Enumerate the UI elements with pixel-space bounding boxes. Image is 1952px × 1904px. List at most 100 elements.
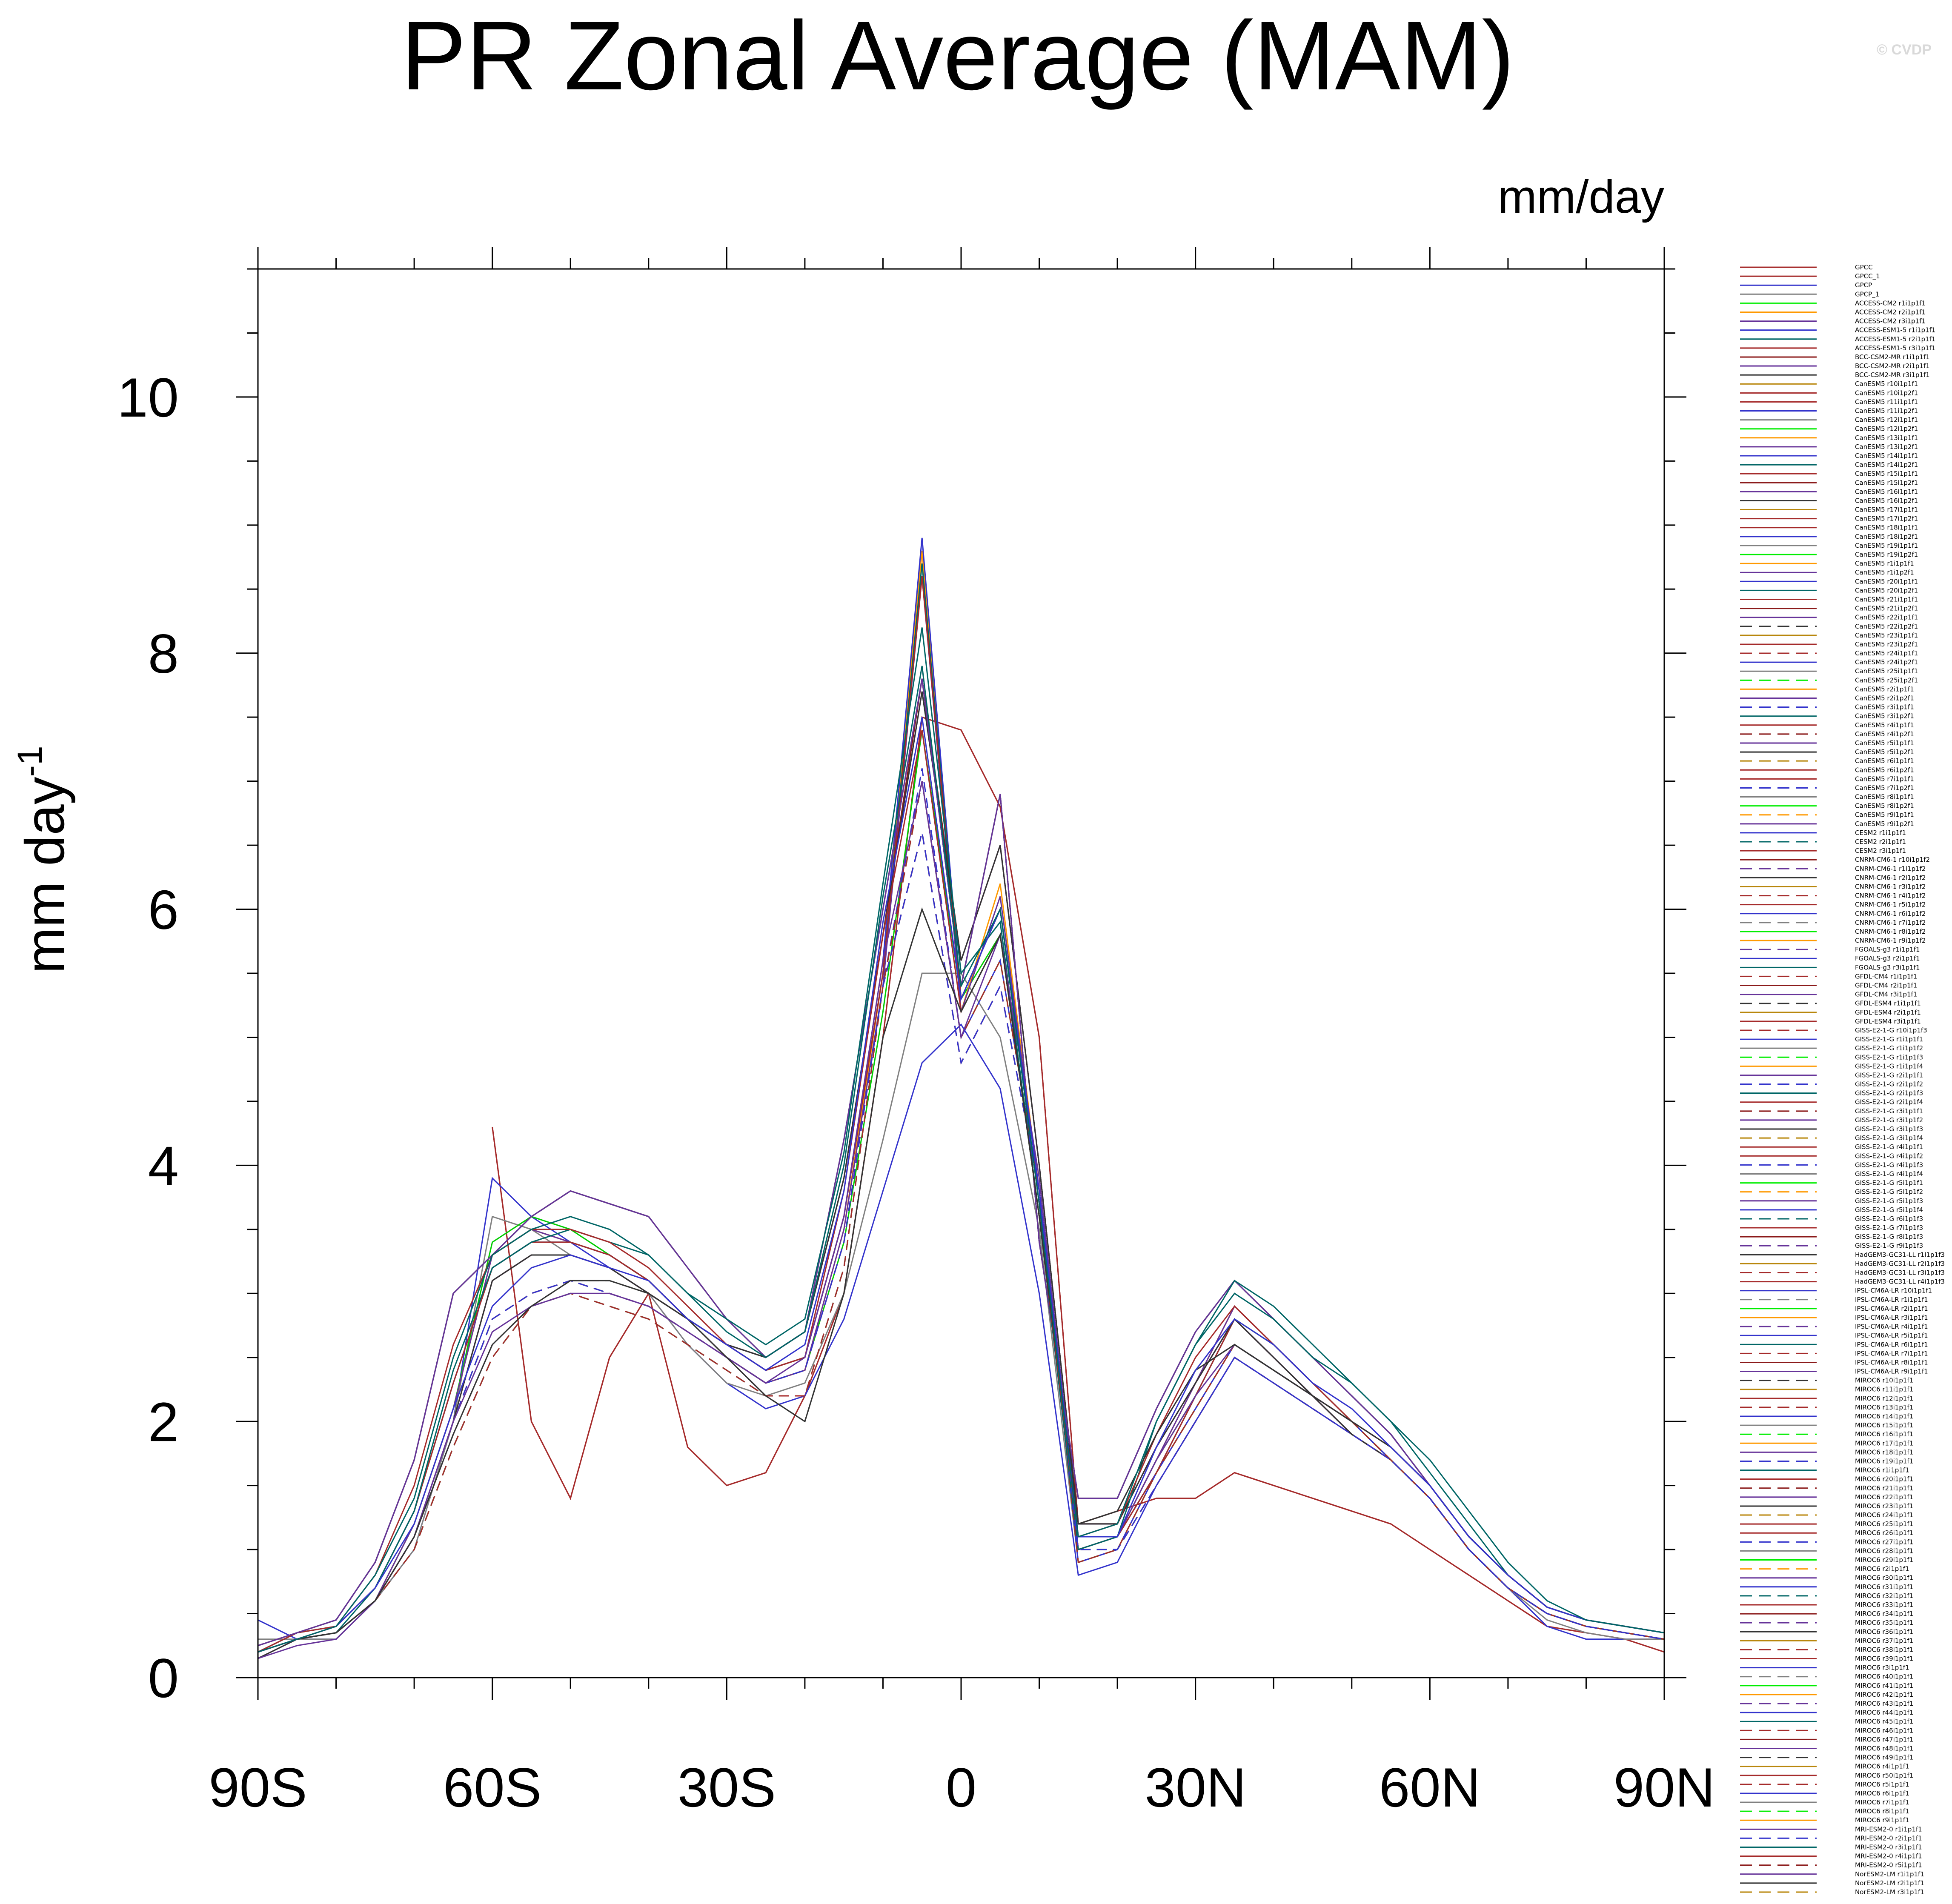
legend-label: MIROC6 r38i1p1f1 (1855, 1646, 1913, 1653)
legend-label: CanESM5 r23i1p2f1 (1855, 640, 1918, 648)
legend-entry: CanESM5 r15i1p2f1 (1740, 479, 1918, 486)
legend-label: HadGEM3-GC31-LL r4i1p1f3 (1855, 1278, 1945, 1286)
legend-entry: CanESM5 r18i1p2f1 (1740, 533, 1918, 540)
legend-entry: GISS-E2-1-G r1i1p1f4 (1740, 1062, 1923, 1070)
legend-entry: MIROC6 r1i1p1f1 (1740, 1467, 1909, 1474)
legend-entry: IPSL-CM6A-LR r5i1p1f1 (1740, 1332, 1928, 1339)
legend-label: CNRM-CM6-1 r8i1p1f2 (1855, 928, 1926, 935)
legend-entry: GISS-E2-1-G r3i1p1f1 (1740, 1107, 1923, 1115)
legend-entry: MIROC6 r39i1p1f1 (1740, 1655, 1913, 1663)
legend-label: CanESM5 r4i1p2f1 (1855, 730, 1914, 738)
legend-entry: GISS-E2-1-G r5i1p1f3 (1740, 1197, 1923, 1205)
legend-label: MIROC6 r4i1p1f1 (1855, 1763, 1909, 1770)
legend-entry: CanESM5 r5i1p1f1 (1740, 739, 1914, 747)
legend-entry: CanESM5 r9i1p2f1 (1740, 820, 1914, 828)
legend-entry: CanESM5 r23i1p2f1 (1740, 640, 1918, 648)
x-tick-label-4: 30N (1145, 1756, 1246, 1818)
legend-label: CanESM5 r16i1p1f1 (1855, 488, 1918, 495)
y-tick-label-2: 4 (148, 1135, 179, 1197)
legend-label: CanESM5 r9i1p1f1 (1855, 811, 1914, 819)
legend-entry: MIROC6 r9i1p1f1 (1740, 1816, 1909, 1824)
legend-entry: HadGEM3-GC31-LL r1i1p1f3 (1740, 1251, 1945, 1258)
legend-entry: CanESM5 r2i1p2f1 (1740, 695, 1914, 702)
legend-entry: IPSL-CM6A-LR r7i1p1f1 (1740, 1349, 1928, 1357)
legend-label: GISS-E2-1-G r5i1p1f2 (1855, 1188, 1923, 1196)
legend-entry: MIROC6 r43i1p1f1 (1740, 1700, 1913, 1707)
legend-entry: CanESM5 r20i1p2f1 (1740, 586, 1918, 594)
legend-entry: CNRM-CM6-1 r10i1p1f2 (1740, 856, 1930, 863)
legend-entry: BCC-CSM2-MR r2i1p1f1 (1740, 362, 1930, 370)
legend-label: GFDL-ESM4 r2i1p1f1 (1855, 1009, 1921, 1016)
legend-label: MIROC6 r12i1p1f1 (1855, 1395, 1913, 1402)
legend-label: MIROC6 r45i1p1f1 (1855, 1718, 1913, 1725)
legend-label: GISS-E2-1-G r4i1p1f4 (1855, 1170, 1923, 1178)
legend-label: MIROC6 r33i1p1f1 (1855, 1601, 1913, 1609)
legend-entry: CanESM5 r19i1p1f1 (1740, 542, 1918, 549)
legend-entry: CESM2 r3i1p1f1 (1740, 847, 1906, 855)
legend-label: GISS-E2-1-G r7i1p1f3 (1855, 1224, 1923, 1232)
legend-entry: CanESM5 r1i1p2f1 (1740, 569, 1914, 576)
legend-entry: CanESM5 r8i1p1f1 (1740, 793, 1914, 801)
legend-label: CanESM5 r17i1p2f1 (1855, 515, 1918, 523)
legend-entry: MIROC6 r28i1p1f1 (1740, 1547, 1913, 1555)
y-axis-label-exponent: -1 (11, 746, 49, 777)
x-tick-label-3: 0 (946, 1756, 976, 1818)
legend-label: CNRM-CM6-1 r4i1p1f2 (1855, 892, 1926, 900)
legend-label: BCC-CSM2-MR r1i1p1f1 (1855, 353, 1930, 361)
legend-entry: MIROC6 r14i1p1f1 (1740, 1412, 1913, 1420)
legend-label: IPSL-CM6A-LR r2i1p1f1 (1855, 1305, 1928, 1312)
legend-entry: FGOALS-g3 r1i1p1f1 (1740, 946, 1920, 953)
legend-entry: MRI-ESM2-0 r2i1p1f1 (1740, 1834, 1922, 1842)
legend-entry: NorESM2-LM r1i1p1f1 (1740, 1870, 1924, 1878)
legend-label: CanESM5 r10i1p1f1 (1855, 380, 1918, 388)
legend-entry: CanESM5 r7i1p2f1 (1740, 784, 1914, 792)
legend-label: CanESM5 r16i1p2f1 (1855, 497, 1918, 504)
legend-entry: ACCESS-CM2 r3i1p1f1 (1740, 317, 1926, 325)
watermark: © CVDP (1877, 42, 1932, 58)
legend-entry: ACCESS-CM2 r2i1p1f1 (1740, 308, 1926, 316)
legend-label: CanESM5 r19i1p1f1 (1855, 542, 1918, 549)
legend-entry: CanESM5 r17i1p1f1 (1740, 506, 1918, 514)
legend-label: MIROC6 r19i1p1f1 (1855, 1457, 1913, 1465)
legend-entry: GFDL-ESM4 r2i1p1f1 (1740, 1009, 1921, 1016)
legend-entry: GISS-E2-1-G r4i1p1f3 (1740, 1161, 1923, 1169)
legend-label: MIROC6 r39i1p1f1 (1855, 1655, 1913, 1663)
legend-label: CanESM5 r12i1p1f1 (1855, 416, 1918, 424)
legend-entry: GISS-E2-1-G r10i1p1f3 (1740, 1026, 1927, 1034)
legend-entry: CNRM-CM6-1 r6i1p1f2 (1740, 910, 1926, 918)
legend-entry: GISS-E2-1-G r4i1p1f2 (1740, 1152, 1923, 1160)
legend-label: HadGEM3-GC31-LL r2i1p1f3 (1855, 1260, 1945, 1267)
legend-entry: CESM2 r1i1p1f1 (1740, 829, 1906, 837)
legend-label: CanESM5 r18i1p1f1 (1855, 524, 1918, 532)
series-line-11 (258, 691, 1665, 1659)
series-line-22 (258, 832, 1665, 1653)
legend-entry: MIROC6 r40i1p1f1 (1740, 1673, 1913, 1681)
legend-entry: CanESM5 r17i1p2f1 (1740, 515, 1918, 523)
legend-entry: IPSL-CM6A-LR r9i1p1f1 (1740, 1368, 1928, 1375)
legend-label: CanESM5 r3i1p1f1 (1855, 703, 1914, 711)
legend-label: IPSL-CM6A-LR r10i1p1f1 (1855, 1287, 1932, 1295)
legend-label: MIROC6 r25i1p1f1 (1855, 1520, 1913, 1528)
legend-entry: GISS-E2-1-G r4i1p1f4 (1740, 1170, 1923, 1178)
legend-entry: ACCESS-ESM1-5 r3i1p1f1 (1740, 344, 1935, 352)
legend-label: CanESM5 r19i1p2f1 (1855, 551, 1918, 558)
legend-label: ACCESS-ESM1-5 r2i1p1f1 (1855, 335, 1935, 343)
legend-label: MIROC6 r47i1p1f1 (1855, 1735, 1913, 1743)
legend-entry: MIROC6 r44i1p1f1 (1740, 1709, 1913, 1716)
legend-entry: CanESM5 r25i1p1f1 (1740, 667, 1918, 675)
legend-entry: CanESM5 r22i1p2f1 (1740, 623, 1918, 630)
series-line-14 (258, 678, 1665, 1647)
legend-entry: IPSL-CM6A-LR r8i1p1f1 (1740, 1358, 1928, 1366)
legend-entry: CNRM-CM6-1 r2i1p1f2 (1740, 874, 1926, 881)
legend-label: MIROC6 r46i1p1f1 (1855, 1727, 1913, 1734)
legend-label: MIROC6 r30i1p1f1 (1855, 1574, 1913, 1582)
legend-entry: GISS-E2-1-G r1i1p1f3 (1740, 1053, 1923, 1061)
legend-entry: CanESM5 r14i1p2f1 (1740, 461, 1918, 469)
x-tick-label-5: 60N (1379, 1756, 1480, 1818)
legend-entry: GISS-E2-1-G r2i1p1f1 (1740, 1071, 1923, 1079)
legend-label: CanESM5 r12i1p2f1 (1855, 425, 1918, 433)
legend-entry: GFDL-CM4 r1i1p1f1 (1740, 972, 1917, 980)
legend-label: GISS-E2-1-G r9i1p1f3 (1855, 1242, 1923, 1249)
legend-label: NorESM2-LM r2i1p1f1 (1855, 1879, 1924, 1887)
legend-entry: CanESM5 r4i1p1f1 (1740, 721, 1914, 729)
